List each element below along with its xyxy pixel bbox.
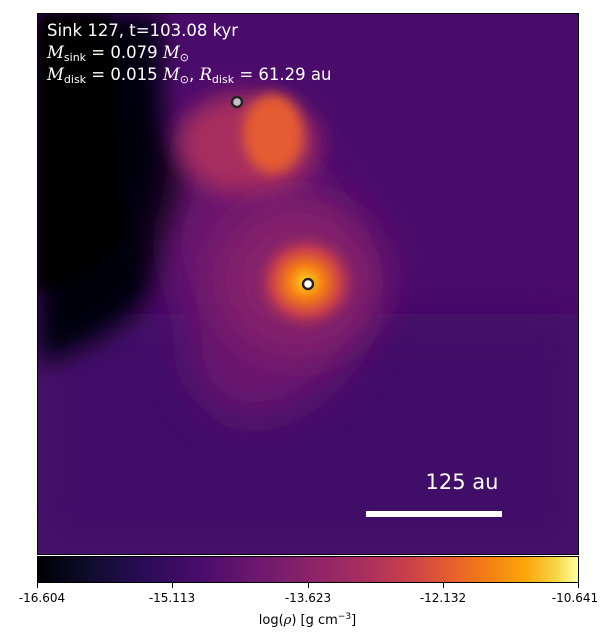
colorbar-tick <box>37 583 38 588</box>
sink-title: Sink 127, t=103.08 kyr <box>47 21 239 40</box>
colorbar-tick-label: -13.623 <box>284 591 332 605</box>
colorbar-tick <box>443 583 444 588</box>
disk-props-label: Mdisk = 0.015 M⊙, Rdisk = 61.29 au <box>47 65 332 86</box>
density-field <box>38 14 578 554</box>
colorbar-tick <box>308 583 309 588</box>
colorbar-tick <box>172 583 173 588</box>
colorbar-tick-label: -16.604 <box>18 591 66 605</box>
colorbar-tick <box>578 583 579 588</box>
colorbar <box>37 556 579 583</box>
colorbar-label: log(ρ) [g cm−3] <box>258 612 357 628</box>
density-map-panel <box>37 13 579 555</box>
colorbar-tick-label: -10.641 <box>551 591 599 605</box>
scalebar <box>366 511 502 517</box>
colorbar-tick-label: -15.113 <box>148 591 196 605</box>
sink-mass-label: Msink = 0.079 M⊙ <box>47 43 189 64</box>
scalebar-label: 125 au <box>425 470 499 494</box>
colorbar-tick-label: -12.132 <box>419 591 467 605</box>
